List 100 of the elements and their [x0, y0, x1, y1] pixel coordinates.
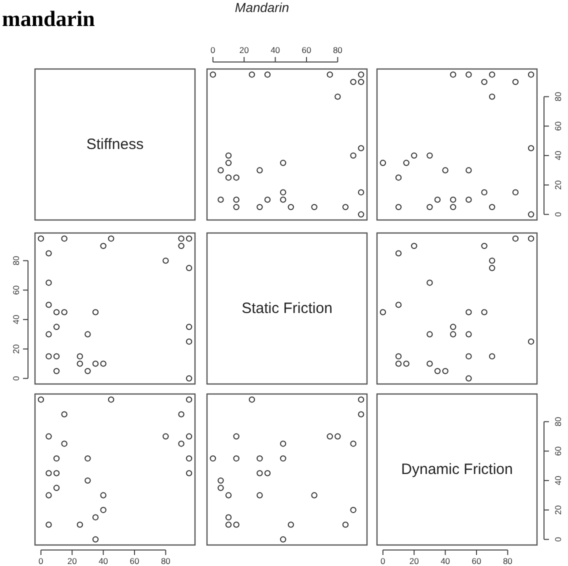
point [280, 196, 286, 203]
point [280, 455, 286, 462]
point [53, 309, 60, 316]
point [512, 235, 519, 242]
point [92, 514, 99, 520]
point [380, 160, 386, 166]
point [46, 302, 52, 308]
point [311, 492, 318, 498]
point [450, 196, 456, 203]
point [326, 71, 333, 78]
point [481, 242, 488, 250]
point [264, 71, 271, 78]
point [186, 455, 192, 462]
point [512, 78, 519, 86]
point [38, 235, 44, 242]
point [403, 360, 410, 367]
point [46, 492, 52, 498]
point [225, 160, 232, 166]
y-tick-label: 80 [553, 92, 563, 102]
point [434, 368, 441, 374]
point [528, 71, 534, 78]
point [84, 331, 91, 338]
y-tick-label: 40 [11, 314, 21, 324]
point [528, 235, 534, 242]
x-tick-label: 0 [38, 556, 44, 566]
point [288, 204, 294, 210]
point [225, 152, 232, 159]
point [326, 433, 333, 440]
point [46, 331, 52, 338]
point [350, 78, 356, 86]
point [84, 455, 91, 462]
x-tick-label: 80 [332, 45, 343, 55]
point [395, 302, 402, 308]
point [186, 324, 192, 330]
point [450, 324, 456, 330]
x-tick-label: 40 [440, 556, 450, 566]
point [53, 324, 60, 330]
point [411, 152, 418, 159]
point [186, 235, 192, 242]
point [225, 522, 232, 528]
y-tick-label: 60 [553, 446, 563, 456]
point [380, 309, 386, 316]
point [76, 353, 84, 360]
point [466, 309, 472, 316]
y-tick-label: 0 [553, 536, 563, 542]
point [395, 360, 402, 367]
point [256, 455, 263, 462]
x-axis-title: Dynamic Friction [401, 461, 513, 478]
point [528, 145, 534, 152]
point [233, 196, 240, 203]
point [233, 174, 240, 181]
point [395, 250, 402, 256]
point [178, 235, 184, 242]
point [46, 433, 52, 440]
x-tick-label: 60 [472, 556, 482, 566]
point [186, 396, 192, 403]
point [334, 94, 341, 100]
point [186, 338, 192, 345]
point [100, 242, 106, 250]
point [426, 331, 433, 338]
point [358, 71, 364, 78]
point [248, 71, 256, 78]
point [488, 353, 496, 360]
point [358, 78, 364, 86]
y-tick-label: 60 [553, 121, 563, 131]
x-tick-label: 20 [239, 45, 250, 55]
point [450, 71, 456, 78]
point [466, 353, 472, 360]
point [53, 455, 60, 462]
y-tick-label: 80 [11, 256, 21, 266]
point [108, 396, 114, 403]
point [178, 242, 184, 250]
x-tick-label: 80 [160, 556, 171, 566]
y-tick-label: 40 [553, 150, 563, 160]
y-tick-label: 0 [11, 376, 21, 381]
point [264, 470, 271, 476]
point [395, 174, 402, 181]
point [358, 145, 364, 152]
point [288, 522, 294, 528]
point [256, 492, 263, 498]
point [358, 211, 364, 218]
x-tick-label: 0 [210, 45, 216, 55]
y-tick-label: 40 [553, 476, 563, 486]
point [342, 522, 349, 528]
point [178, 440, 184, 447]
point [264, 196, 271, 203]
point [162, 433, 169, 440]
point [442, 167, 448, 174]
point [84, 368, 91, 374]
point [186, 433, 192, 440]
point [512, 189, 519, 196]
point [280, 440, 286, 447]
point [248, 396, 256, 403]
point [358, 189, 364, 196]
point [350, 152, 356, 159]
y-tick-label: 20 [553, 504, 563, 515]
point [450, 331, 456, 338]
point [186, 375, 192, 382]
point [280, 160, 286, 166]
point [46, 250, 52, 256]
